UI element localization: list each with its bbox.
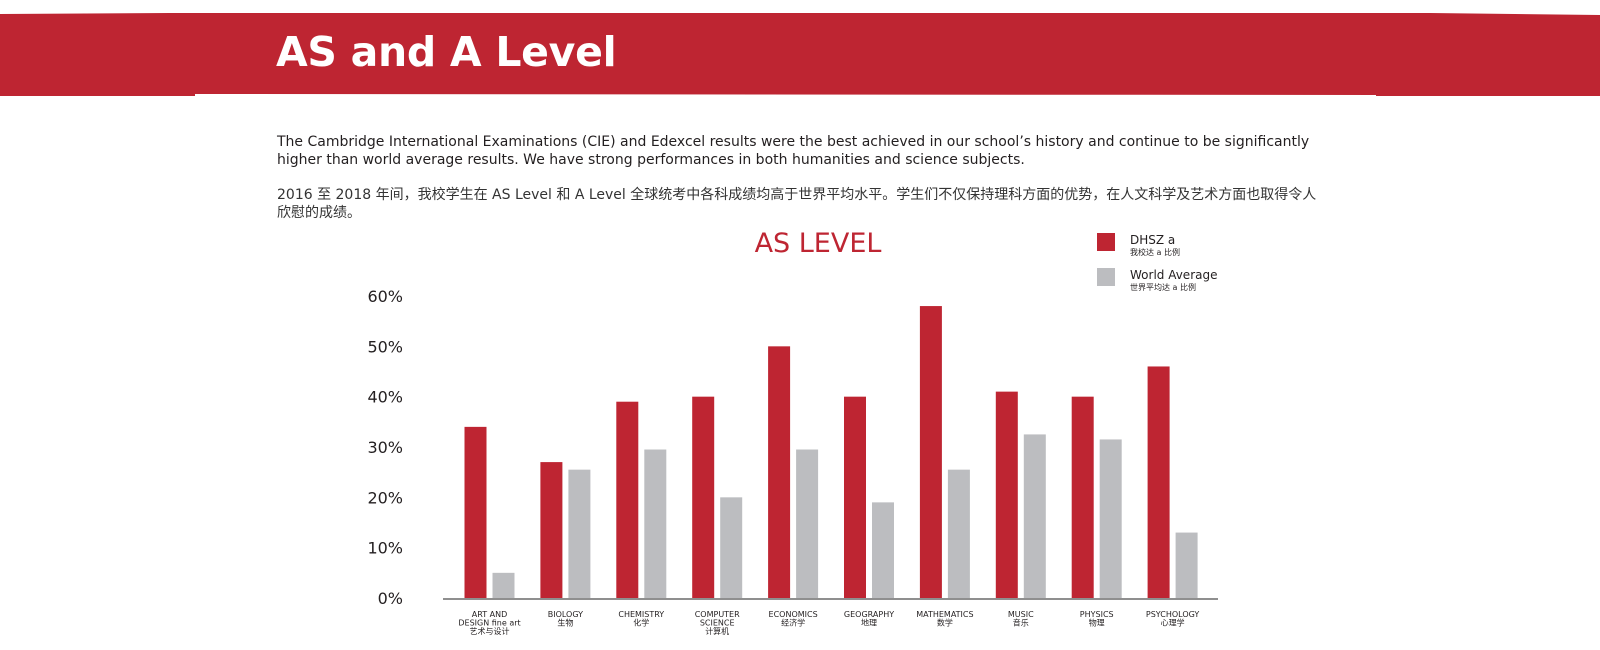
page-title: AS and A Level bbox=[276, 28, 617, 76]
bar-world-average bbox=[947, 469, 970, 598]
x-tick-label: ART AND DESIGN fine art 艺术与设计 bbox=[458, 610, 520, 636]
y-tick-label: 0% bbox=[378, 589, 403, 608]
y-tick-label: 30% bbox=[367, 438, 403, 457]
x-tick-label: PHYSICS 物理 bbox=[1080, 610, 1114, 628]
bar-dhsz bbox=[844, 396, 866, 598]
legend-swatch bbox=[1097, 233, 1115, 251]
legend-label: DHSZ a bbox=[1130, 233, 1175, 247]
bar-dhsz bbox=[464, 426, 487, 598]
chart-title: AS LEVEL bbox=[755, 228, 882, 259]
x-tick-label: GEOGRAPHY 地理 bbox=[844, 610, 894, 628]
y-tick-label: 60% bbox=[367, 287, 403, 306]
x-tick-label: BIOLOGY 生物 bbox=[548, 610, 583, 628]
bar-world-average bbox=[1175, 532, 1198, 598]
y-tick-label: 20% bbox=[367, 488, 403, 507]
bar-dhsz bbox=[540, 462, 563, 598]
x-tick-label: CHEMISTRY 化学 bbox=[618, 610, 664, 628]
header-banner bbox=[0, 13, 1600, 97]
y-tick-label: 10% bbox=[367, 539, 403, 558]
intro-chinese: 2016 至 2018 年间，我校学生在 AS Level 和 A Level … bbox=[277, 187, 1317, 221]
bar-world-average bbox=[644, 449, 667, 598]
x-tick-label: ECONOMICS 经济学 bbox=[769, 610, 818, 628]
y-tick-label: 50% bbox=[367, 337, 403, 356]
x-tick-label: COMPUTER SCIENCE 计算机 bbox=[695, 610, 740, 636]
bar-dhsz bbox=[919, 306, 942, 598]
bar-dhsz bbox=[616, 401, 639, 598]
bar-world-average bbox=[720, 497, 743, 598]
bar-dhsz bbox=[692, 396, 715, 598]
bar-dhsz bbox=[1071, 396, 1094, 598]
y-tick-label: 40% bbox=[367, 388, 403, 407]
legend-sublabel: 世界平均达 a 比例 bbox=[1130, 282, 1196, 292]
bar-world-average bbox=[796, 449, 819, 598]
bar-dhsz bbox=[768, 346, 791, 598]
bars bbox=[464, 306, 1198, 598]
bar-dhsz bbox=[995, 391, 1018, 598]
x-axis-labels: ART AND DESIGN fine art 艺术与设计 BIOLOGY 生物 CHEM… bbox=[458, 610, 1199, 636]
bar-world-average bbox=[568, 469, 591, 598]
y-axis: 0% 10% 20% 30% 40% 50% 60% bbox=[367, 287, 403, 608]
bar-world-average bbox=[1023, 434, 1046, 598]
bar-world-average bbox=[872, 502, 894, 598]
legend-sublabel: 我校达 a 比例 bbox=[1130, 247, 1180, 257]
bar-dhsz bbox=[1147, 366, 1170, 598]
x-tick-label: MUSIC 音乐 bbox=[1008, 610, 1034, 628]
x-tick-label: PSYCHOLOGY 心理学 bbox=[1146, 610, 1200, 628]
legend-label: World Average bbox=[1130, 268, 1217, 282]
intro-english: The Cambridge International Examinations… bbox=[277, 134, 1310, 168]
banner-shape bbox=[0, 13, 1600, 96]
bar-world-average bbox=[492, 572, 515, 598]
bar-world-average bbox=[1099, 439, 1122, 598]
legend-swatch bbox=[1097, 268, 1115, 286]
x-tick-label: MATHEMATICS 数学 bbox=[916, 610, 973, 628]
